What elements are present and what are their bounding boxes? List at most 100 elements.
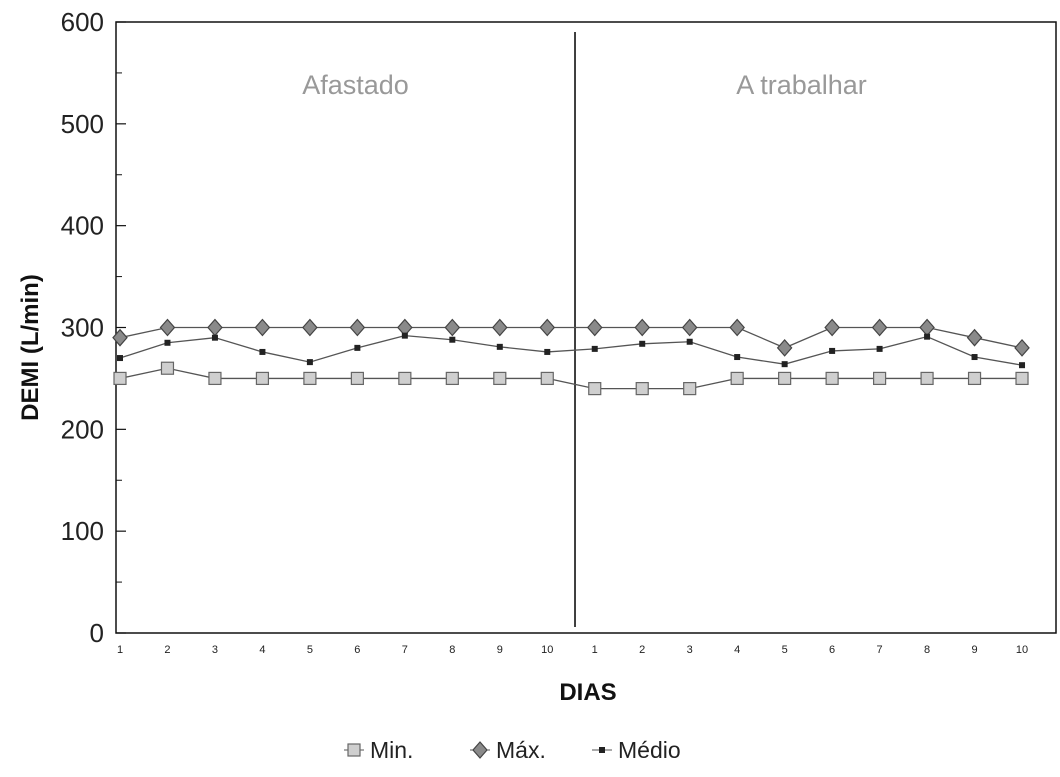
- max-point: [586, 318, 603, 337]
- max-point: [824, 318, 840, 337]
- max-point: [681, 318, 698, 337]
- y-tick-label: 100: [61, 516, 104, 546]
- x-tick-label: 8: [449, 644, 455, 656]
- y-axis-title: DEMI (L/min): [17, 274, 44, 421]
- min-point: [683, 382, 697, 396]
- legend-label: Médio: [618, 737, 681, 763]
- y-tick-label: 0: [90, 618, 104, 648]
- max-point: [254, 318, 271, 337]
- medio-point: [449, 336, 456, 343]
- x-tick-label: 1: [592, 644, 598, 656]
- medio-point: [639, 340, 646, 347]
- medio-point: [829, 347, 836, 354]
- x-tick-label: 7: [402, 644, 408, 656]
- x-tick-label: 6: [354, 644, 360, 656]
- x-tick-label: 2: [164, 644, 170, 656]
- x-tick-label: 10: [541, 644, 553, 656]
- legend-marker: [347, 743, 361, 757]
- min-point: [588, 382, 602, 396]
- min-point: [540, 371, 554, 386]
- x-tick-label: 9: [971, 644, 977, 656]
- min-point: [350, 371, 364, 386]
- legend-marker: [472, 741, 488, 759]
- y-tick-label: 200: [61, 414, 104, 444]
- series-line-max: [119, 326, 1023, 349]
- max-point: [207, 318, 223, 337]
- min-point: [493, 371, 507, 386]
- medio-point: [259, 348, 266, 355]
- x-tick-label: 10: [1016, 644, 1028, 656]
- min-point: [303, 371, 317, 386]
- max-point: [919, 318, 935, 337]
- medio-point: [686, 338, 693, 345]
- medio-point: [781, 361, 788, 368]
- series-line-min: [119, 367, 1023, 390]
- x-tick-label: 7: [877, 644, 883, 656]
- min-point: [730, 371, 744, 386]
- legend-label: Min.: [370, 737, 413, 763]
- medio-point: [591, 345, 598, 352]
- min-point: [255, 371, 270, 386]
- series-line-medio: [119, 334, 1023, 366]
- y-tick-label: 500: [61, 109, 104, 139]
- x-tick-label: 2: [639, 644, 645, 656]
- medio-point: [971, 354, 978, 361]
- min-point: [872, 371, 887, 386]
- medio-point: [306, 359, 313, 366]
- y-tick-label: 600: [61, 7, 104, 37]
- min-point: [445, 371, 459, 386]
- max-point: [776, 338, 793, 357]
- min-point: [160, 361, 175, 375]
- max-point: [966, 328, 983, 347]
- medio-point: [354, 344, 361, 351]
- medio-point: [876, 345, 883, 352]
- min-point: [967, 371, 982, 386]
- max-point: [634, 318, 651, 337]
- medio-point: [496, 343, 503, 350]
- region-label-afastado: Afastado: [302, 70, 409, 100]
- medio-point: [1019, 362, 1026, 369]
- x-tick-label: 3: [212, 644, 218, 656]
- y-tick-label: 400: [61, 211, 104, 241]
- max-point: [539, 318, 556, 337]
- x-axis-title: DIAS: [559, 679, 616, 706]
- medio-point: [401, 332, 408, 339]
- max-point: [1014, 338, 1030, 357]
- medio-point: [211, 334, 218, 341]
- y-tick-label: 300: [61, 313, 104, 343]
- max-point: [349, 318, 366, 337]
- min-point: [778, 371, 792, 386]
- min-point: [920, 371, 934, 386]
- medio-point: [734, 354, 741, 361]
- min-point: [208, 371, 222, 386]
- x-tick-label: 1: [117, 644, 123, 656]
- medio-point: [117, 355, 123, 362]
- legend-label: Máx.: [496, 737, 546, 763]
- max-point: [159, 318, 176, 337]
- max-point: [729, 318, 745, 337]
- medio-point: [924, 333, 931, 340]
- x-tick-label: 3: [687, 644, 693, 656]
- legend-marker: [599, 747, 605, 753]
- max-point: [492, 318, 508, 337]
- x-tick-label: 5: [307, 644, 313, 656]
- min-point: [398, 371, 412, 386]
- min-point: [825, 371, 839, 386]
- min-point: [1015, 371, 1029, 386]
- x-tick-label: 5: [782, 644, 788, 656]
- max-point: [871, 318, 888, 337]
- medio-point: [544, 348, 551, 355]
- min-point: [113, 371, 127, 386]
- region-label-a-trabalhar: A trabalhar: [736, 70, 867, 100]
- max-point: [444, 318, 461, 337]
- x-tick-label: 6: [829, 644, 835, 656]
- x-tick-label: 8: [924, 644, 930, 656]
- x-tick-label: 9: [497, 644, 503, 656]
- min-point: [635, 382, 649, 396]
- medio-point: [164, 339, 171, 346]
- x-tick-label: 4: [259, 644, 265, 656]
- max-point: [302, 318, 318, 337]
- max-point: [112, 328, 128, 347]
